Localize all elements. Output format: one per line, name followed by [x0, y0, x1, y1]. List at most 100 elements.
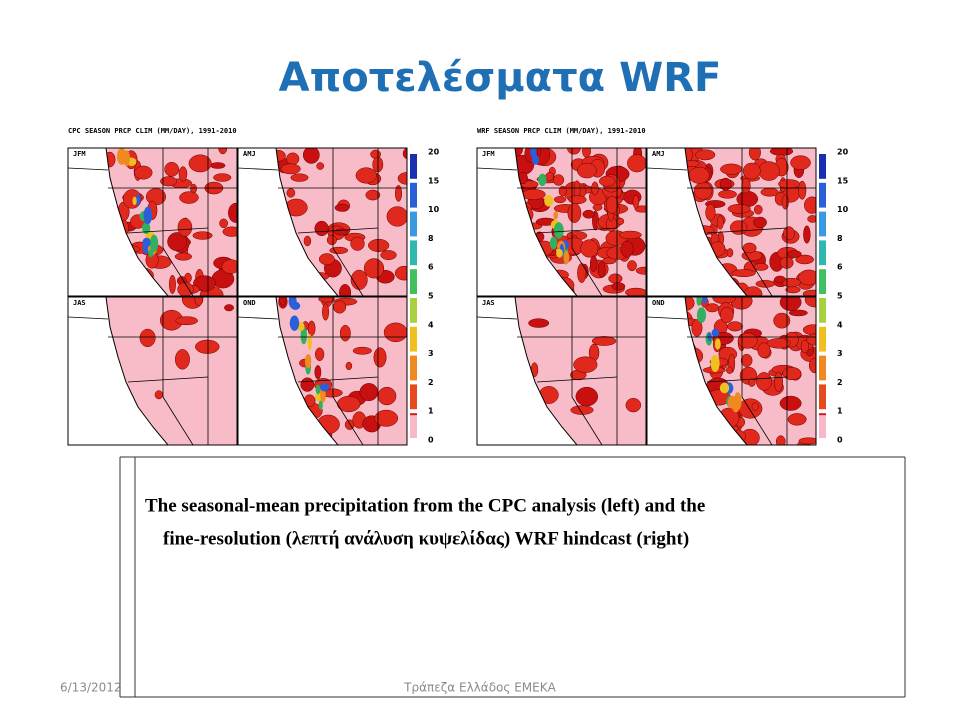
state-line: [238, 167, 279, 171]
precip-blob: [339, 324, 351, 342]
precip-blob: [142, 222, 151, 235]
precip-blob: [754, 204, 763, 215]
precip-blob: [696, 297, 702, 306]
precip-blob: [778, 179, 800, 189]
precip-blob: [720, 306, 734, 324]
precip-blob: [608, 273, 623, 284]
precip-blob: [333, 300, 347, 314]
map-panel: OND: [237, 296, 408, 446]
precip-blob: [221, 259, 237, 274]
precip-blob: [345, 361, 353, 371]
season-bg: [239, 298, 261, 307]
map-body: [477, 297, 646, 445]
precip-blob: [139, 328, 156, 348]
precip-blob: [132, 196, 137, 206]
precip-blob: [549, 236, 558, 250]
footer-source: Τράπεζα Ελλάδος ΕΜΕΚΑ: [403, 681, 556, 695]
precip-blob: [625, 287, 646, 296]
colorbar-label: 5: [428, 292, 434, 301]
precip-blob: [696, 307, 707, 323]
precip-blob: [365, 189, 381, 201]
precip-blob: [755, 372, 773, 391]
precip-blob: [786, 250, 802, 258]
figures: CPC SEASON PRCP CLIM (MM/DAY), 1991-2010…: [67, 127, 849, 446]
precip-blob: [737, 332, 758, 349]
colorbar-label: 1: [837, 407, 843, 416]
map-body: [68, 148, 237, 296]
precip-blob: [798, 437, 816, 445]
precip-blob: [742, 242, 757, 254]
precip-blob: [782, 366, 802, 381]
precip-blob: [716, 215, 724, 230]
precip-blob: [720, 163, 743, 175]
precip-blob: [719, 177, 732, 191]
precip-blob: [573, 356, 598, 373]
precip-blob: [195, 339, 220, 354]
precip-blob: [592, 203, 603, 211]
precip-blob: [779, 395, 802, 411]
colorbar-swatch: [410, 415, 417, 438]
colorbar-swatch: [410, 240, 417, 266]
caption-line: The seasonal-mean precipitation from the…: [145, 495, 705, 516]
precip-blob: [718, 190, 737, 199]
precip-blob: [774, 275, 786, 283]
precip-blob: [300, 326, 308, 345]
panel-frame: [476, 147, 647, 297]
precip-blob: [773, 312, 791, 329]
colorbar-swatch: [410, 326, 417, 352]
precip-blob: [164, 161, 180, 177]
precip-blob: [757, 342, 771, 359]
precip-blob: [175, 349, 190, 370]
precip-blob: [591, 336, 617, 346]
season-label: OND: [243, 299, 256, 307]
precip-blob: [726, 366, 734, 374]
precip-blob: [289, 315, 300, 331]
map-body: [68, 297, 237, 445]
panel-frame: [646, 296, 817, 446]
colorbar-swatch: [819, 269, 826, 294]
colorbar-label: 3: [428, 349, 434, 358]
precip-blob: [377, 386, 397, 406]
precip-blob: [318, 399, 323, 410]
precip-blob: [352, 346, 372, 355]
precip-blob: [304, 354, 312, 369]
map-panel: JFM: [67, 147, 238, 297]
precip-blob: [314, 220, 329, 237]
colorbar-label: 8: [837, 234, 843, 243]
precip-blob: [693, 182, 713, 200]
precip-blob: [804, 196, 816, 214]
precip-blob: [318, 297, 335, 303]
colorbar-label: 6: [837, 263, 843, 272]
precip-blob: [705, 303, 720, 313]
precip-blob: [806, 333, 816, 346]
panel-frame: [646, 147, 817, 297]
state-line: [127, 227, 209, 234]
state-line: [741, 247, 773, 296]
precip-blob: [714, 338, 721, 350]
colorbar-swatch: [819, 211, 826, 237]
season-bg: [478, 298, 500, 307]
colorbar-label: 10: [428, 205, 440, 214]
precip-blob: [580, 239, 599, 258]
precip-blob: [530, 148, 537, 158]
map-body: [477, 148, 646, 296]
precip-blob: [380, 250, 397, 260]
precip-blob: [538, 173, 547, 187]
precip-blob: [627, 260, 637, 272]
precip-blob: [582, 148, 591, 158]
season-bg: [69, 298, 91, 307]
precip-blob: [552, 174, 565, 186]
figure-title: CPC SEASON PRCP CLIM (MM/DAY), 1991-2010: [68, 127, 237, 135]
state-line: [297, 227, 379, 234]
precip-blob: [729, 220, 748, 235]
panel-frame: [237, 147, 408, 297]
state-line: [127, 376, 209, 383]
precip-blob: [619, 230, 642, 240]
ocean: [238, 148, 339, 296]
colorbar-label: 4: [428, 320, 434, 329]
precip-blob: [373, 347, 387, 368]
colorbar-label: 10: [837, 205, 849, 214]
map-panel: JFM: [476, 147, 647, 297]
precip-blob: [753, 263, 769, 271]
precip-blob: [286, 188, 296, 198]
